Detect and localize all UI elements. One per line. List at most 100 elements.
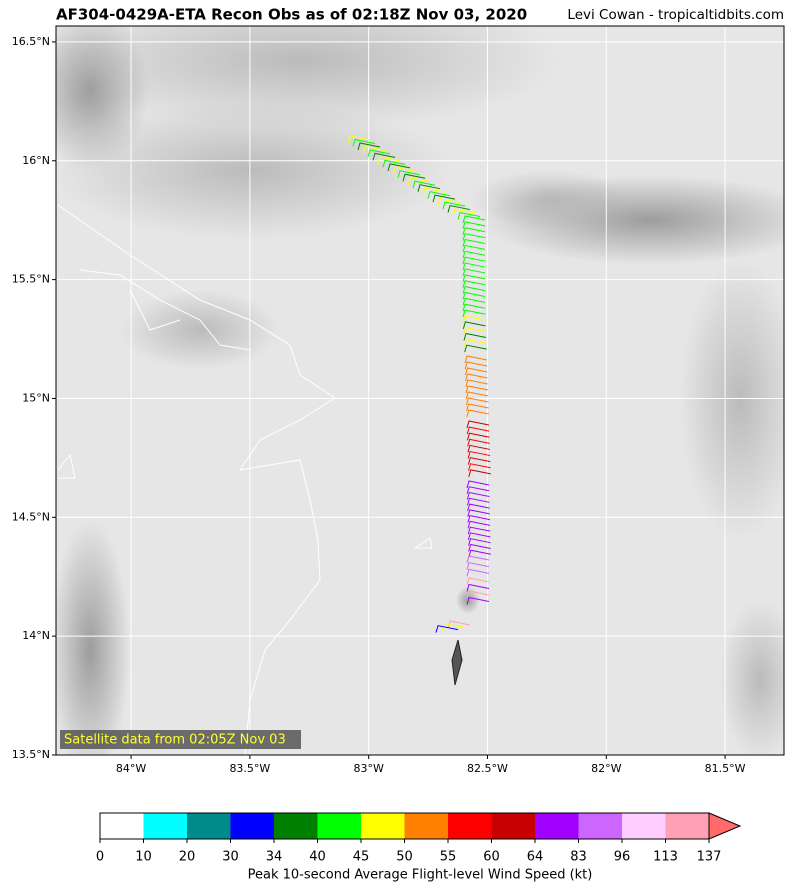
wind-barb: [466, 486, 490, 494]
wind-barb: [382, 159, 406, 168]
satellite-note: Satellite data from 02:05Z Nov 03: [64, 733, 286, 748]
wind-barb: [462, 291, 486, 300]
wind-barb: [462, 233, 486, 241]
wind-barb: [468, 469, 491, 478]
wind-barb: [412, 180, 436, 189]
colorbar-segment: [448, 813, 492, 839]
wind-barb: [466, 432, 490, 441]
colorbar-segment: [535, 813, 579, 839]
y-tick-label: 16°N: [22, 154, 50, 167]
wind-barb: [467, 515, 491, 523]
wind-barb: [467, 520, 491, 529]
wind-barbs: [347, 135, 491, 633]
wind-barb: [463, 327, 486, 335]
wind-barb: [437, 198, 461, 206]
wind-barb: [462, 256, 486, 265]
wind-barb: [462, 315, 486, 324]
y-tick-label: 13.5°N: [12, 748, 50, 761]
colorbar-tick-label: 60: [483, 850, 500, 865]
wind-barb: [464, 367, 488, 376]
wind-barb: [402, 173, 426, 182]
satellite-image: [56, 26, 784, 755]
y-tick-label: 15°N: [22, 391, 50, 404]
wind-barb: [387, 163, 411, 171]
colorbar-segment: [578, 813, 623, 839]
wind-barb: [392, 166, 416, 175]
wind-barb: [463, 338, 487, 347]
wind-barb: [468, 538, 491, 546]
wind-barb: [462, 274, 486, 282]
colorbar-segment: [100, 813, 144, 839]
wind-barb: [462, 280, 486, 288]
wind-barb: [417, 184, 441, 192]
wind-barb: [372, 152, 396, 161]
colorbar-label: Peak 10-second Average Flight-level Wind…: [248, 868, 593, 883]
colorbar-segment: [317, 813, 362, 839]
colorbar-segment: [143, 813, 188, 839]
wind-barb: [465, 397, 489, 406]
wind-barb: [464, 361, 488, 370]
wind-barb: [447, 204, 471, 213]
colorbar-tick-label: 55: [440, 850, 457, 865]
wind-barb: [427, 191, 451, 199]
colorbar-segment: [622, 813, 666, 839]
x-tick-label: 81.5°W: [705, 762, 746, 775]
title: AF304-0429A-ETA Recon Obs as of 02:18Z N…: [56, 6, 527, 24]
wind-barb: [462, 321, 486, 329]
note-box: [60, 730, 301, 749]
colorbar-segment: [187, 813, 231, 839]
colorbar-segment: [404, 813, 449, 839]
wind-barb: [377, 156, 401, 165]
colorbar-tick-label: 30: [222, 850, 239, 865]
wind-barb: [468, 463, 491, 471]
wind-barb: [467, 503, 490, 512]
colorbar-tick-label: 40: [309, 850, 326, 865]
wind-barb: [462, 297, 486, 306]
colorbar-segment: [665, 813, 710, 839]
wind-barb: [347, 135, 371, 144]
wind-barb: [462, 215, 486, 224]
x-tick-label: 83.5°W: [229, 762, 270, 775]
wind-barb: [462, 227, 486, 235]
wind-barb: [467, 526, 491, 535]
colorbar-segment: [491, 813, 536, 839]
wind-barb: [462, 262, 486, 271]
wind-barb: [462, 303, 486, 312]
wind-barb: [352, 138, 376, 147]
colorbar-tick-label: 34: [266, 850, 283, 865]
wind-barb: [367, 149, 391, 158]
colorbar-tick-label: 64: [527, 850, 544, 865]
wind-barb: [467, 457, 491, 465]
wind-barb: [407, 177, 431, 185]
y-tick-label: 16.5°N: [12, 35, 50, 48]
wind-barb: [468, 549, 491, 558]
colorbar-tick-label: 10: [135, 850, 152, 865]
wind-barb: [466, 426, 490, 435]
colorbar-tick-label: 137: [697, 850, 722, 865]
wind-barb: [466, 562, 490, 570]
wind-barb: [466, 491, 490, 500]
colorbar-segment: [230, 813, 275, 839]
wind-barb: [397, 170, 421, 178]
wind-barb: [441, 622, 465, 631]
wind-barb: [467, 509, 490, 517]
wind-barb: [462, 244, 486, 253]
wind-barb: [447, 620, 471, 629]
wind-barb: [464, 355, 488, 364]
wind-barb: [457, 211, 481, 220]
wind-barb: [464, 344, 487, 353]
wind-barb: [465, 391, 489, 400]
wind-barb: [468, 543, 491, 552]
wind-barb: [465, 373, 488, 382]
wind-barb: [435, 625, 459, 633]
wind-barb: [462, 238, 486, 247]
wind-barb: [466, 577, 490, 586]
colorbar-segment: [274, 813, 318, 839]
wind-barb: [462, 309, 486, 318]
y-tick-label: 15.5°N: [12, 273, 50, 286]
colorbar-tick-label: 50: [396, 850, 413, 865]
y-tick-label: 14°N: [22, 629, 50, 642]
wind-barb: [466, 480, 490, 489]
colorbar-segment: [361, 813, 405, 839]
